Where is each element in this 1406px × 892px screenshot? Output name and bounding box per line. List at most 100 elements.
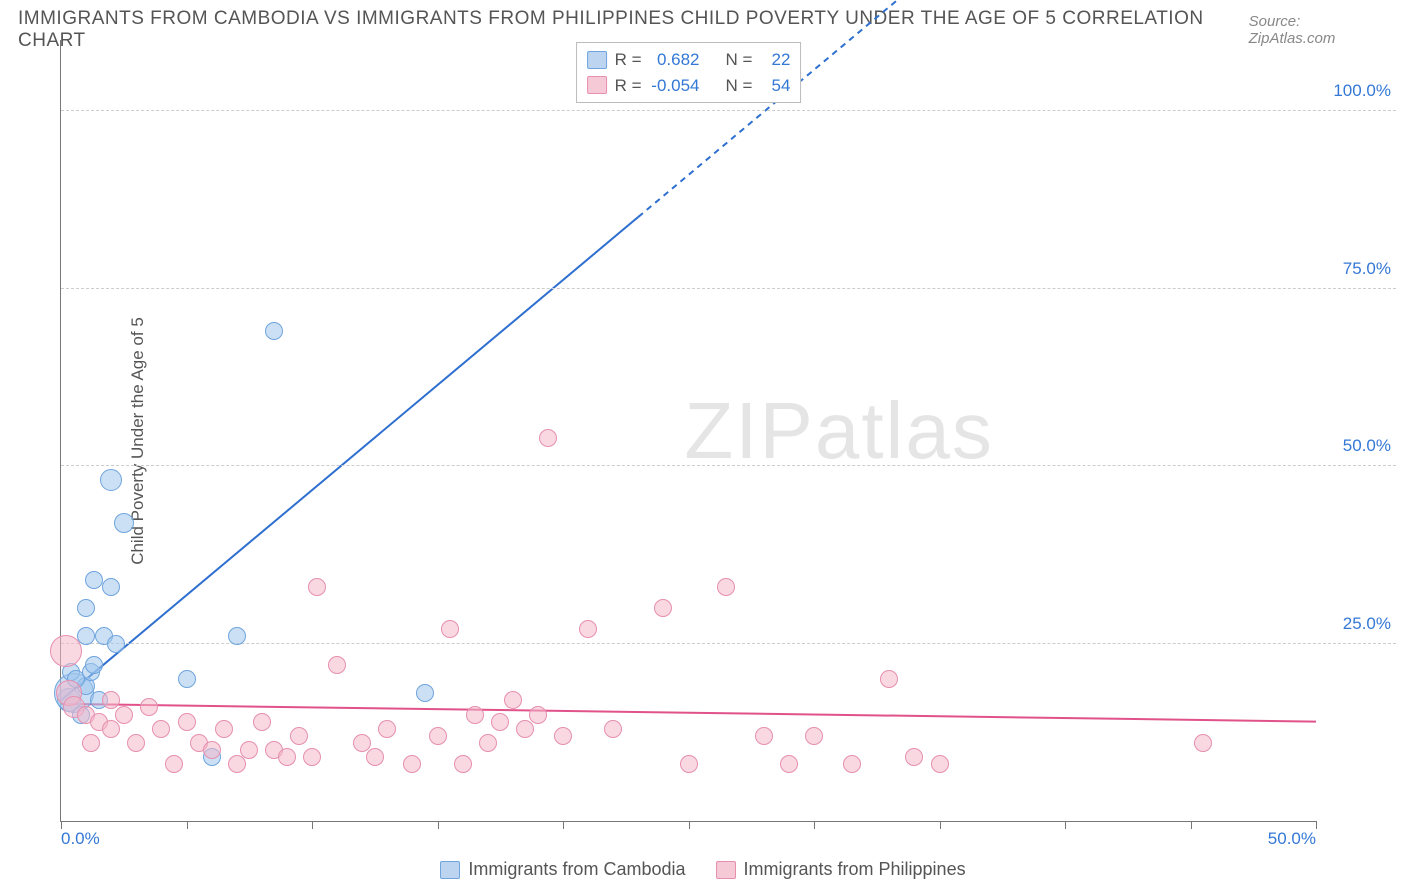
data-point-philippines (50, 635, 82, 667)
data-point-cambodia (77, 599, 95, 617)
plot-area: ZIPatlas R =0.682N =22R =-0.054N =54 25.… (60, 40, 1316, 822)
data-point-philippines (228, 755, 246, 773)
x-tick (1191, 821, 1192, 829)
data-point-philippines (843, 755, 861, 773)
x-tick-label: 50.0% (1268, 829, 1316, 849)
data-point-philippines (178, 713, 196, 731)
r-value: 0.682 (650, 47, 700, 73)
data-point-philippines (554, 727, 572, 745)
data-point-philippines (931, 755, 949, 773)
gridline (61, 288, 1396, 289)
legend-item: Immigrants from Cambodia (440, 859, 685, 880)
data-point-philippines (529, 706, 547, 724)
data-point-philippines (378, 720, 396, 738)
data-point-philippines (680, 755, 698, 773)
data-point-philippines (539, 429, 557, 447)
data-point-cambodia (100, 469, 122, 491)
data-point-philippines (203, 741, 221, 759)
data-point-cambodia (416, 684, 434, 702)
x-tick (438, 821, 439, 829)
gridline (61, 465, 1396, 466)
data-point-philippines (780, 755, 798, 773)
data-point-cambodia (265, 322, 283, 340)
data-point-philippines (516, 720, 534, 738)
data-point-philippines (1194, 734, 1212, 752)
x-tick (563, 821, 564, 829)
data-point-philippines (654, 599, 672, 617)
data-point-philippines (429, 727, 447, 745)
data-point-philippines (303, 748, 321, 766)
x-tick (61, 821, 62, 829)
data-point-philippines (905, 748, 923, 766)
x-tick (187, 821, 188, 829)
x-tick (940, 821, 941, 829)
data-point-cambodia (107, 635, 125, 653)
data-point-philippines (152, 720, 170, 738)
stats-row: R = -0.054 N = 54 (587, 73, 791, 99)
stats-swatch (587, 76, 607, 94)
data-point-philippines (215, 720, 233, 738)
data-point-philippines (366, 748, 384, 766)
data-point-philippines (454, 755, 472, 773)
legend-item: Immigrants from Philippines (716, 859, 966, 880)
data-point-philippines (253, 713, 271, 731)
data-point-philippines (717, 578, 735, 596)
n-value: 54 (760, 73, 790, 99)
data-point-philippines (403, 755, 421, 773)
data-point-philippines (604, 720, 622, 738)
data-point-philippines (140, 698, 158, 716)
stats-legend-box: R = 0.682 N = 22 R = -0.054 N = 54 (576, 42, 802, 103)
y-tick-label: 100.0% (1333, 81, 1391, 101)
data-point-philippines (127, 734, 145, 752)
trend-lines (61, 40, 1316, 821)
data-point-philippines (880, 670, 898, 688)
data-point-cambodia (85, 656, 103, 674)
data-point-philippines (82, 734, 100, 752)
data-point-philippines (479, 734, 497, 752)
r-label: R = (615, 73, 642, 99)
data-point-philippines (165, 755, 183, 773)
data-point-philippines (240, 741, 258, 759)
x-tick (689, 821, 690, 829)
x-tick (1316, 821, 1317, 829)
data-point-philippines (805, 727, 823, 745)
y-tick-label: 25.0% (1343, 614, 1391, 634)
legend-swatch (716, 861, 736, 879)
data-point-philippines (308, 578, 326, 596)
legend-label: Immigrants from Philippines (744, 859, 966, 880)
r-label: R = (615, 47, 642, 73)
r-value: -0.054 (650, 73, 700, 99)
data-point-philippines (328, 656, 346, 674)
y-tick-label: 75.0% (1343, 259, 1391, 279)
n-label: N = (726, 73, 753, 99)
series-legend: Immigrants from Cambodia Immigrants from … (0, 859, 1406, 880)
x-tick (1065, 821, 1066, 829)
data-point-philippines (115, 706, 133, 724)
data-point-philippines (504, 691, 522, 709)
gridline (61, 110, 1396, 111)
x-tick (312, 821, 313, 829)
data-point-cambodia (178, 670, 196, 688)
legend-label: Immigrants from Cambodia (468, 859, 685, 880)
data-point-philippines (278, 748, 296, 766)
data-point-philippines (102, 720, 120, 738)
data-point-cambodia (228, 627, 246, 645)
stats-swatch (587, 51, 607, 69)
x-tick-label: 0.0% (61, 829, 100, 849)
source-prefix: Source: (1249, 13, 1301, 30)
data-point-philippines (491, 713, 509, 731)
legend-swatch (440, 861, 460, 879)
data-point-philippines (290, 727, 308, 745)
x-tick (814, 821, 815, 829)
stats-row: R = 0.682 N = 22 (587, 47, 791, 73)
gridline (61, 643, 1396, 644)
data-point-philippines (441, 620, 459, 638)
chart-container: Child Poverty Under the Age of 5 ZIPatla… (50, 40, 1396, 842)
data-point-philippines (579, 620, 597, 638)
data-point-cambodia (102, 578, 120, 596)
data-point-cambodia (85, 571, 103, 589)
n-label: N = (726, 47, 753, 73)
y-tick-label: 50.0% (1343, 436, 1391, 456)
n-value: 22 (760, 47, 790, 73)
data-point-philippines (466, 706, 484, 724)
